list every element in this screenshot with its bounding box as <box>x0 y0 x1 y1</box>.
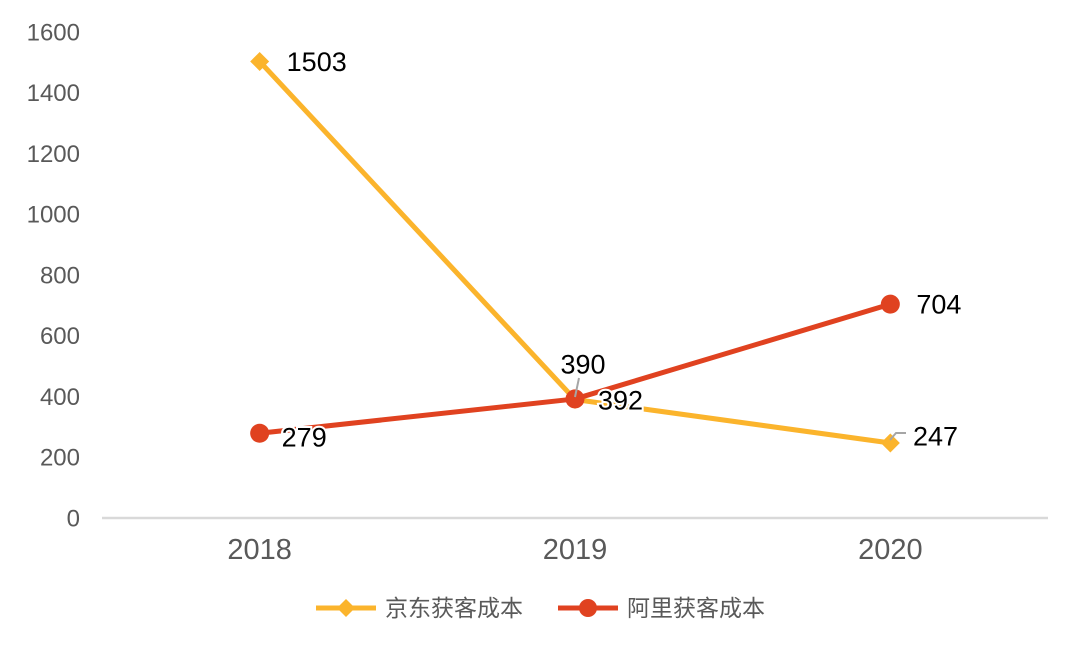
y-axis-tick-label: 1400 <box>27 80 80 107</box>
x-axis-tick-label: 2018 <box>227 534 292 566</box>
data-point-label: 390 <box>560 349 605 379</box>
data-point-label: 1503 <box>287 47 347 77</box>
y-axis-tick-label: 1600 <box>27 19 80 46</box>
legend-label-ali: 阿里获客成本 <box>627 594 765 621</box>
data-label-leader-line <box>574 377 580 398</box>
y-axis-tick-label: 800 <box>40 262 80 289</box>
data-label-leader-line <box>889 432 906 441</box>
data-point-circle-marker <box>565 389 585 409</box>
y-axis-tick-label: 1000 <box>27 202 80 229</box>
data-point-label: 704 <box>916 290 961 320</box>
legend-item-jd: 京东获客成本 <box>315 594 523 621</box>
x-axis-tick-label: 2020 <box>858 534 923 566</box>
x-axis-tick-label: 2019 <box>543 534 608 566</box>
legend-item-ali: 阿里获客成本 <box>557 594 765 621</box>
series-line-0 <box>257 58 893 446</box>
y-axis-tick-label: 600 <box>40 323 80 350</box>
legend-label-jd: 京东获客成本 <box>385 594 523 621</box>
data-point-circle-marker <box>250 423 270 443</box>
data-point-diamond-marker <box>880 433 900 453</box>
chart-legend: 京东获客成本 阿里获客成本 <box>0 592 1080 624</box>
y-axis-tick-label: 400 <box>40 384 80 411</box>
data-point-diamond-marker <box>250 51 270 71</box>
data-point-label: 247 <box>913 421 958 451</box>
legend-line-diamond-icon <box>316 599 376 617</box>
y-axis-tick-label: 0 <box>67 505 80 532</box>
y-axis-tick-label: 200 <box>40 445 80 472</box>
data-point-label: 279 <box>282 423 327 453</box>
legend-line-circle-icon <box>558 599 618 617</box>
data-point-label: 392 <box>598 385 643 415</box>
y-axis-tick-label: 1200 <box>27 141 80 168</box>
data-point-circle-marker <box>880 294 900 314</box>
